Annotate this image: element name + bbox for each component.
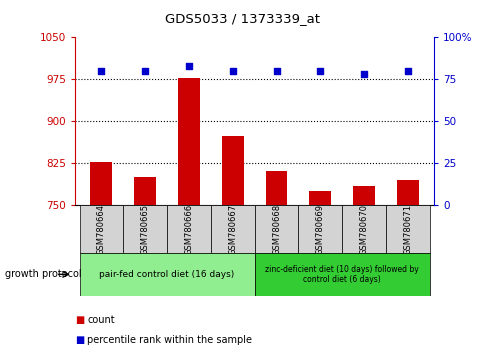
Bar	[178, 78, 199, 205]
Text: GSM780667: GSM780667	[228, 204, 237, 255]
Bar	[341, 205, 385, 253]
Text: zinc-deficient diet (10 days) followed by
control diet (6 days): zinc-deficient diet (10 days) followed b…	[265, 265, 418, 284]
Text: pair-fed control diet (16 days): pair-fed control diet (16 days)	[99, 270, 234, 279]
Bar	[298, 205, 341, 253]
Text: GSM780664: GSM780664	[97, 204, 106, 255]
Point	[403, 68, 411, 74]
Point	[97, 68, 105, 74]
Text: count: count	[87, 315, 115, 325]
Point	[141, 68, 149, 74]
Bar	[221, 136, 243, 205]
Point	[272, 68, 280, 74]
Bar	[123, 205, 167, 253]
Text: ■: ■	[75, 315, 84, 325]
Point	[316, 68, 323, 74]
Bar	[134, 177, 156, 205]
Text: percentile rank within the sample: percentile rank within the sample	[87, 335, 252, 345]
Point	[185, 63, 193, 69]
Bar	[385, 205, 429, 253]
Text: growth protocol: growth protocol	[5, 269, 81, 279]
Text: ■: ■	[75, 335, 84, 345]
Point	[360, 72, 367, 77]
Bar	[396, 180, 418, 205]
Bar	[211, 205, 254, 253]
Text: GSM780668: GSM780668	[272, 204, 280, 255]
Bar	[352, 186, 374, 205]
Text: GSM780671: GSM780671	[403, 204, 411, 255]
Bar	[167, 205, 211, 253]
Bar	[79, 205, 123, 253]
Text: GSM780670: GSM780670	[359, 204, 368, 255]
Bar	[254, 253, 429, 296]
Text: GSM780669: GSM780669	[315, 204, 324, 255]
Bar	[79, 253, 254, 296]
Bar	[309, 191, 331, 205]
Text: GDS5033 / 1373339_at: GDS5033 / 1373339_at	[165, 12, 319, 25]
Text: GSM780665: GSM780665	[140, 204, 150, 255]
Bar	[265, 171, 287, 205]
Text: GSM780666: GSM780666	[184, 204, 193, 255]
Point	[228, 68, 236, 74]
Bar	[91, 161, 112, 205]
Bar	[254, 205, 298, 253]
